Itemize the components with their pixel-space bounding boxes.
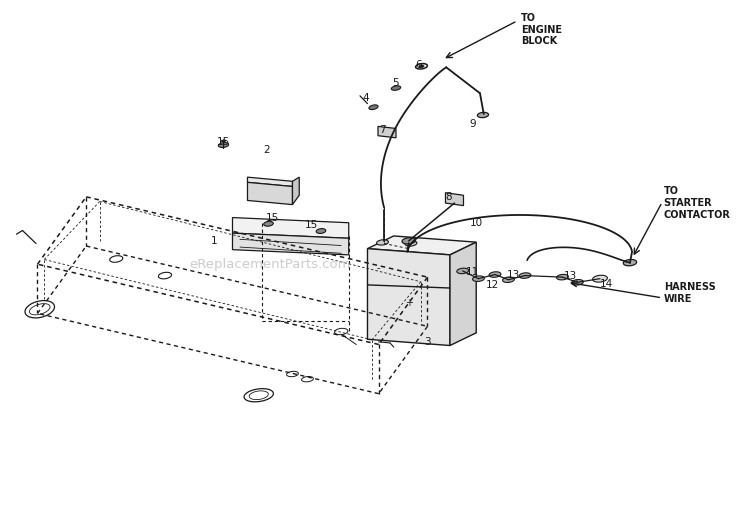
Text: 12: 12 bbox=[486, 280, 500, 290]
Ellipse shape bbox=[592, 275, 608, 282]
Text: 9: 9 bbox=[470, 119, 476, 130]
Ellipse shape bbox=[489, 272, 501, 277]
Ellipse shape bbox=[369, 105, 378, 110]
Ellipse shape bbox=[264, 221, 273, 226]
Text: 13: 13 bbox=[507, 269, 520, 280]
Text: 2: 2 bbox=[263, 145, 269, 155]
Ellipse shape bbox=[376, 240, 388, 245]
Polygon shape bbox=[292, 177, 299, 205]
Polygon shape bbox=[368, 236, 476, 255]
Ellipse shape bbox=[572, 280, 584, 285]
Polygon shape bbox=[378, 126, 396, 138]
Ellipse shape bbox=[623, 260, 637, 266]
Ellipse shape bbox=[392, 86, 400, 90]
Ellipse shape bbox=[316, 228, 326, 234]
Text: 5: 5 bbox=[392, 78, 398, 88]
Ellipse shape bbox=[218, 142, 229, 148]
Ellipse shape bbox=[221, 140, 226, 142]
Text: HARNESS
WIRE: HARNESS WIRE bbox=[664, 282, 716, 304]
Text: 8: 8 bbox=[446, 192, 452, 202]
Text: 13: 13 bbox=[563, 270, 577, 281]
Ellipse shape bbox=[419, 65, 424, 68]
Polygon shape bbox=[368, 249, 450, 346]
Polygon shape bbox=[232, 233, 349, 255]
Ellipse shape bbox=[503, 277, 515, 282]
Polygon shape bbox=[232, 218, 349, 238]
Text: TO
STARTER
CONTACTOR: TO STARTER CONTACTOR bbox=[664, 186, 730, 220]
Ellipse shape bbox=[457, 268, 469, 274]
Text: +: + bbox=[406, 298, 413, 308]
Text: eReplacementParts.com: eReplacementParts.com bbox=[189, 257, 351, 271]
Text: 4: 4 bbox=[363, 93, 369, 104]
Text: 1: 1 bbox=[211, 236, 217, 246]
Text: 6: 6 bbox=[416, 60, 422, 70]
Ellipse shape bbox=[519, 273, 531, 278]
Polygon shape bbox=[248, 182, 292, 205]
Text: 11: 11 bbox=[466, 267, 479, 277]
Text: 15: 15 bbox=[304, 220, 318, 231]
Text: 7: 7 bbox=[380, 124, 386, 135]
Polygon shape bbox=[450, 242, 476, 346]
Text: 10: 10 bbox=[470, 218, 483, 228]
Ellipse shape bbox=[402, 238, 416, 244]
Text: 15: 15 bbox=[266, 212, 279, 223]
Ellipse shape bbox=[472, 276, 484, 281]
Text: TO
ENGINE
BLOCK: TO ENGINE BLOCK bbox=[521, 13, 562, 46]
Polygon shape bbox=[446, 193, 464, 206]
Text: -: - bbox=[376, 264, 380, 274]
Text: 3: 3 bbox=[424, 337, 430, 347]
Ellipse shape bbox=[405, 241, 417, 246]
Text: 15: 15 bbox=[217, 137, 230, 148]
Text: 14: 14 bbox=[599, 279, 613, 289]
Ellipse shape bbox=[478, 112, 488, 118]
Polygon shape bbox=[248, 177, 292, 186]
Ellipse shape bbox=[556, 275, 568, 280]
